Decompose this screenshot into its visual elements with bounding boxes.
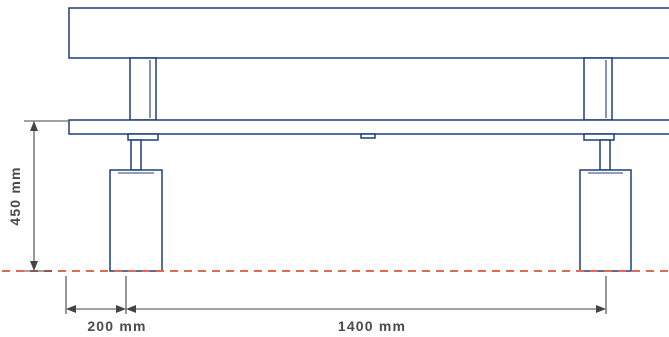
center-bracket xyxy=(360,133,376,139)
left-leg xyxy=(130,139,142,171)
offset-label: 200 mm xyxy=(87,318,146,334)
left-post xyxy=(129,57,157,121)
offset-arrow-right xyxy=(116,305,126,313)
height-arrow-bottom xyxy=(30,261,38,271)
span-arrow-right xyxy=(596,305,606,313)
span-label: 1400 mm xyxy=(338,318,406,334)
right-bracket xyxy=(583,133,615,141)
right-foot xyxy=(579,169,632,272)
right-post xyxy=(583,57,613,121)
left-bracket xyxy=(127,133,159,141)
height-arrow-top xyxy=(30,121,38,131)
span-arrow-left xyxy=(126,305,136,313)
height-label: 450 mm xyxy=(7,166,23,225)
lower-beam xyxy=(68,119,669,135)
left-foot xyxy=(109,169,163,272)
right-leg xyxy=(599,139,611,171)
top-beam xyxy=(68,7,669,59)
offset-arrow-left xyxy=(66,305,76,313)
